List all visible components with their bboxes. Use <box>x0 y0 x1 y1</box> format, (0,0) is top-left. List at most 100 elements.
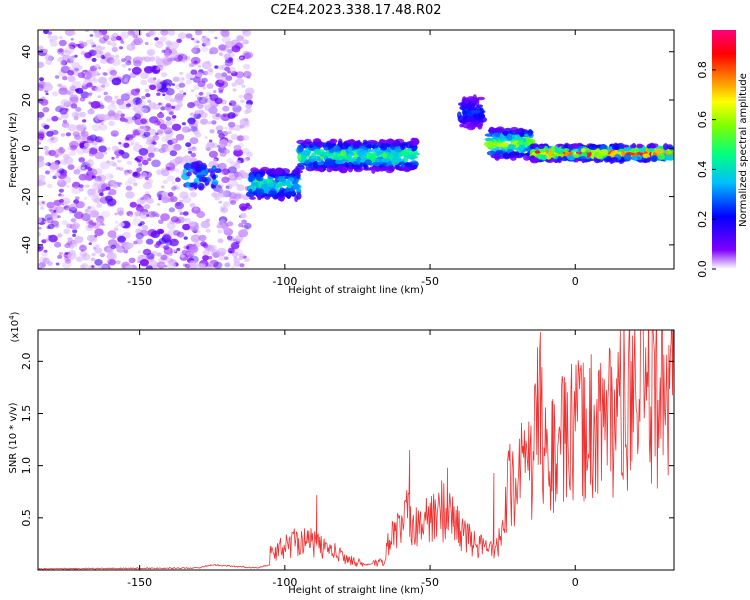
spectrogram-noise-blob <box>216 224 222 229</box>
spectrogram-noise-blob <box>189 191 197 198</box>
spectrogram-noise-blob <box>115 155 119 159</box>
spectrogram-blob <box>550 145 556 154</box>
spectrogram-noise-blob <box>208 94 212 97</box>
spectrogram-blob <box>248 173 255 182</box>
spectrogram-noise-blob <box>176 247 181 252</box>
spectrogram-blob <box>554 148 565 154</box>
spectrogram-noise-blob <box>158 219 164 225</box>
spectrogram-noise-blob <box>92 78 99 83</box>
spectrogram-noise-blob <box>187 117 196 125</box>
spectrogram-noise-blob <box>161 169 170 177</box>
spectrogram-noise-blob <box>240 99 245 104</box>
spectrogram-noise-blob <box>83 142 90 148</box>
spectrogram-noise-blob <box>175 133 185 141</box>
spectrogram-noise-blob <box>242 70 252 78</box>
spectrogram-noise-blob <box>178 82 186 88</box>
spectrogram-noise-blob <box>168 111 174 116</box>
spectrogram-noise-blob <box>238 229 249 238</box>
spectrogram-noise-blob <box>192 146 196 150</box>
spectrogram-noise-blob <box>217 65 224 70</box>
spectrogram-noise-blob <box>149 260 158 267</box>
spectrogram-noise-blob <box>194 100 203 107</box>
spectrogram-noise-blob <box>157 79 162 83</box>
spectrogram-noise-blob <box>106 247 114 254</box>
spectrogram-noise-blob <box>167 229 178 237</box>
spectrogram-blob <box>270 173 275 178</box>
spectrogram-noise-blob <box>38 136 44 141</box>
spectrogram-noise-blob <box>191 146 197 152</box>
spectrogram-blob <box>657 153 666 160</box>
spectrogram-noise-blob <box>165 88 175 96</box>
spectrogram-noise-blob <box>45 238 50 242</box>
spectrogram-blob <box>654 148 664 154</box>
spectrogram-noise-blob <box>98 104 105 109</box>
spectrogram-noise-blob <box>89 108 93 111</box>
spectrogram-blob <box>197 182 205 191</box>
spectrogram-noise-blob <box>100 180 106 185</box>
spectrogram-noise-blob <box>135 155 144 162</box>
spectrogram-noise-blob <box>137 250 142 254</box>
spectrogram-noise-blob <box>46 183 53 189</box>
spectrogram-blob <box>564 151 569 157</box>
spectrogram-noise-blob <box>169 150 178 157</box>
spectrogram-noise-blob <box>161 136 170 143</box>
spectrogram-noise-blob <box>44 214 53 221</box>
spectrogram-noise-blob <box>183 245 188 249</box>
spectrogram-blob <box>476 104 483 108</box>
spectrogram-noise-blob <box>165 116 172 121</box>
spectrogram-noise-blob <box>158 102 162 106</box>
spectrogram-blob <box>286 180 291 187</box>
spectrogram-noise-blob <box>203 71 209 76</box>
spectrogram-noise-blob <box>219 151 227 157</box>
spectrogram-blob <box>287 191 295 195</box>
spectrogram-noise-blob <box>57 83 63 88</box>
spectrogram-noise-blob <box>60 60 68 66</box>
spectrogram-noise-blob <box>139 259 149 267</box>
spectrogram-noise-blob <box>127 30 135 36</box>
spectrogram-noise-blob <box>92 183 102 191</box>
spectrogram-noise-blob <box>147 77 156 84</box>
spectrogram-noise-blob <box>188 221 196 227</box>
spectrogram-noise-blob <box>94 175 102 182</box>
spectrogram-noise-blob <box>195 94 200 98</box>
spectrogram-blob <box>248 188 253 195</box>
spectrogram-noise-blob <box>110 42 117 47</box>
spectrogram-noise-blob <box>154 123 158 126</box>
spectrogram-noise-blob <box>221 72 228 78</box>
spectrogram-noise-blob <box>75 124 85 132</box>
spectrogram-noise-blob <box>156 129 164 135</box>
spectrogram-noise-blob <box>102 72 107 76</box>
spectrogram-noise-blob <box>143 204 151 210</box>
spectrogram-marks <box>38 30 674 269</box>
spectrogram-noise-blob <box>133 60 142 67</box>
snr-y-tick-label: 1.5 <box>20 405 33 423</box>
spectrogram-noise-blob <box>84 208 90 213</box>
spectrogram-noise-blob <box>181 122 186 126</box>
spectrogram-noise-blob <box>231 114 235 118</box>
spectrogram-noise-blob <box>193 124 197 127</box>
spectrogram-blob <box>636 143 643 149</box>
spectrogram-noise-blob <box>211 142 219 149</box>
spectrogram-blob <box>346 140 355 143</box>
spectrogram-blob <box>402 156 409 163</box>
spectrogram-noise-blob <box>65 125 70 129</box>
spectrogram-noise-blob <box>78 184 84 189</box>
spectrogram-noise-blob <box>74 54 78 58</box>
spectrogram-noise-blob <box>123 118 129 123</box>
spectrogram-noise-blob <box>224 66 231 72</box>
spectrogram-noise-blob <box>194 44 199 49</box>
spectrogram-noise-blob <box>110 35 114 38</box>
spectrogram-blob <box>279 192 284 198</box>
spectrogram-noise-blob <box>176 38 182 43</box>
spectrogram-blob <box>333 155 341 161</box>
spectrogram-blob <box>268 190 277 197</box>
spectrogram-noise-blob <box>140 158 144 161</box>
spectrogram-noise-blob <box>177 209 183 213</box>
spectrogram-noise-blob <box>192 128 200 135</box>
spectrogram-blob <box>494 127 504 134</box>
spectrogram-noise-blob <box>73 169 81 175</box>
spectrogram-noise-blob <box>82 135 88 141</box>
spectrogram-noise-blob <box>219 206 229 214</box>
spectrogram-noise-blob <box>193 112 202 120</box>
spectrogram-blob <box>292 183 300 190</box>
